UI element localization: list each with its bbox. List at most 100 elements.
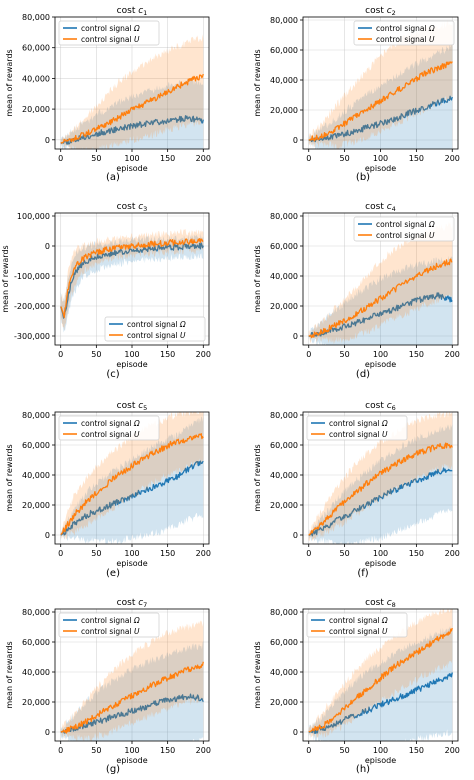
chart-title-subscript: 5 — [143, 404, 147, 412]
y-tick-label: 20,000 — [270, 106, 298, 115]
series-line-u — [308, 258, 453, 339]
y-tick-label: 0 — [45, 136, 50, 145]
y-tick-label: 60,000 — [22, 441, 50, 450]
x-tick-label: 100 — [124, 746, 139, 755]
y-tick-label: 0 — [293, 728, 298, 737]
legend-label-text: control signal — [376, 220, 429, 229]
series-line-u — [308, 442, 453, 536]
legend-box — [353, 216, 455, 242]
x-tick-label: 100 — [373, 549, 388, 558]
chart-title-symbol: c — [138, 202, 143, 212]
x-tick-label: 0 — [58, 746, 63, 755]
legend-label-u: control signal U — [329, 430, 388, 439]
chart-title: cost c2 — [365, 6, 396, 17]
x-tick-label: 50 — [91, 746, 101, 755]
x-tick-label: 50 — [91, 350, 101, 359]
subfigure-caption: (h) — [356, 764, 370, 775]
y-tick-label: 100,000 — [17, 212, 50, 221]
chart-panel-6: 0 50 100 150 200 0 20,000 40,000 60,000 80,000 epi… — [253, 401, 460, 568]
x-tick-label: 100 — [124, 154, 139, 163]
chart-title-base: cost — [117, 202, 139, 212]
legend-label-symbol: Ω — [133, 24, 140, 33]
series-line-u — [308, 627, 453, 733]
confidence-band-omega — [308, 625, 453, 741]
chart-panel-5: 0 50 100 150 200 0 20,000 40,000 60,000 80,000 epi… — [5, 401, 211, 568]
y-tick-label: 0 — [45, 728, 50, 737]
legend-label-text: control signal — [81, 419, 134, 428]
subfigure-caption: (g) — [106, 764, 120, 775]
plot-area — [308, 412, 453, 544]
x-tick-label: 0 — [306, 350, 311, 359]
y-tick-label: 20,000 — [270, 501, 298, 510]
legend-label-text: control signal — [81, 35, 134, 44]
legend-label-text: control signal — [127, 320, 180, 329]
confidence-band-u — [60, 34, 204, 149]
legend-label-symbol: U — [134, 627, 140, 636]
chart-panel-7: 0 50 100 150 200 0 20,000 40,000 60,000 80,000 epi… — [5, 598, 211, 765]
legend-label-omega: control signal Ω — [329, 616, 388, 625]
y-tick-label: 20,000 — [22, 105, 50, 114]
y-tick-label: -100,000 — [14, 272, 50, 281]
chart-title-subscript: 8 — [392, 601, 396, 609]
series-line-omega — [60, 460, 204, 536]
y-tick-label: 20,000 — [270, 698, 298, 707]
x-tick-label: 150 — [160, 350, 175, 359]
chart-title-base: cost — [365, 202, 387, 212]
series-line-omega — [308, 672, 453, 734]
confidence-band-u — [308, 20, 453, 149]
legend-box — [104, 316, 206, 342]
legend-label-omega: control signal Ω — [81, 24, 140, 33]
legend-label-omega: control signal Ω — [127, 320, 186, 329]
x-axis-label: episode — [116, 756, 147, 765]
x-tick-label: 100 — [373, 154, 388, 163]
legend-box — [353, 20, 455, 46]
legend-label-text: control signal — [81, 627, 134, 636]
x-tick-label: 150 — [160, 549, 175, 558]
series-line-u — [308, 61, 453, 142]
legend-label-text: control signal — [329, 616, 382, 625]
confidence-band-u — [308, 412, 453, 542]
legend-label-symbol: U — [382, 430, 388, 439]
y-tick-label: 40,000 — [270, 272, 298, 281]
x-tick-label: 50 — [91, 154, 101, 163]
legend-label-symbol: U — [134, 430, 140, 439]
series-line-u — [60, 238, 204, 319]
x-tick-label: 0 — [58, 154, 63, 163]
x-tick-label: 50 — [340, 549, 350, 558]
x-tick-label: 200 — [196, 746, 211, 755]
plot-area — [60, 228, 204, 333]
x-tick-label: 100 — [124, 549, 139, 558]
chart-title-subscript: 4 — [392, 205, 396, 213]
x-tick-label: 200 — [445, 746, 460, 755]
y-tick-label: 40,000 — [270, 668, 298, 677]
x-tick-label: 150 — [409, 154, 424, 163]
y-axis-label: mean of rewards — [253, 49, 262, 116]
x-tick-label: 150 — [409, 746, 424, 755]
y-axis-label: mean of rewards — [5, 49, 14, 116]
x-axis-label: episode — [116, 559, 147, 568]
chart-title: cost c7 — [117, 598, 148, 609]
legend-label-symbol: Ω — [133, 616, 140, 625]
y-tick-label: 80,000 — [270, 411, 298, 420]
plot-area — [308, 20, 453, 149]
legend-label-symbol: Ω — [428, 24, 435, 33]
y-tick-label: 60,000 — [270, 441, 298, 450]
y-tick-label: 60,000 — [22, 44, 50, 53]
legend-label-symbol: U — [429, 231, 435, 240]
legend-label-text: control signal — [376, 24, 429, 33]
confidence-band-u — [308, 609, 453, 739]
legend-label-symbol: Ω — [381, 616, 388, 625]
x-axis-label: episode — [365, 360, 396, 369]
legend-label-omega: control signal Ω — [81, 616, 140, 625]
chart-panel-2: 0 50 100 150 200 0 20,000 40,000 60,000 80,000 epi… — [253, 6, 460, 173]
series-line-omega — [308, 467, 453, 537]
legend-label-omega: control signal Ω — [329, 419, 388, 428]
subfigure-caption: (a) — [106, 172, 120, 183]
x-tick-label: 50 — [340, 154, 350, 163]
confidence-band-u — [60, 412, 204, 540]
chart-title-base: cost — [117, 6, 139, 16]
